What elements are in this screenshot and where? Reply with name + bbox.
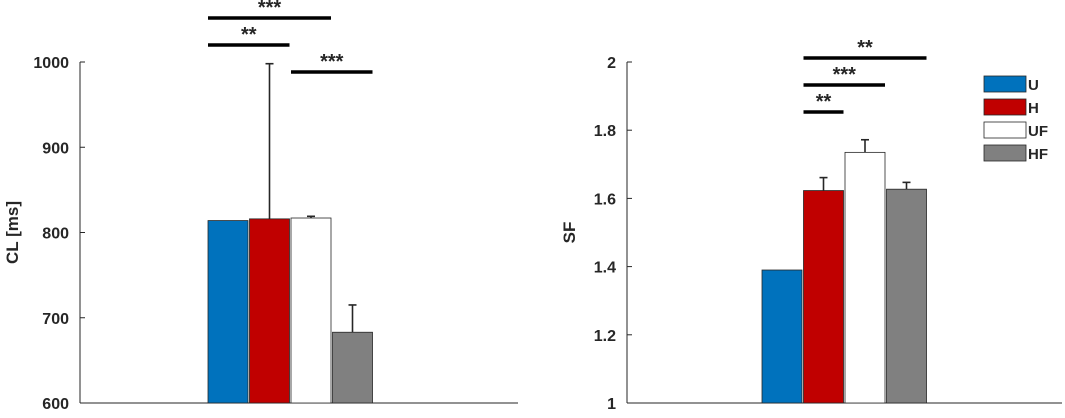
y-tick-label: 700 bbox=[42, 311, 69, 328]
y-tick-label: 1.6 bbox=[594, 191, 616, 208]
bar-hf bbox=[332, 331, 373, 404]
legend-swatch-u bbox=[983, 75, 1027, 93]
significance-label: *** bbox=[320, 51, 344, 73]
bar-u bbox=[207, 220, 249, 404]
y-tick-label: 800 bbox=[42, 226, 69, 243]
y-axis-label: CL [ms] bbox=[3, 201, 22, 264]
y-tick-label: 2 bbox=[607, 55, 616, 72]
significance-label: ** bbox=[857, 37, 873, 59]
legend-swatch-hf bbox=[983, 144, 1027, 162]
bar-uf bbox=[290, 217, 332, 404]
significance-label: ** bbox=[241, 24, 257, 46]
significance-label: *** bbox=[833, 64, 857, 86]
y-axis-label: SF bbox=[560, 222, 579, 244]
bar-uf bbox=[844, 151, 886, 404]
bar-h bbox=[803, 190, 844, 404]
y-tick-label: 1 bbox=[607, 396, 616, 413]
legend-label-h: H bbox=[1028, 100, 1039, 117]
legend-label-hf: HF bbox=[1028, 146, 1048, 163]
y-tick-label: 1.2 bbox=[594, 328, 616, 345]
y-tick-label: 1.8 bbox=[594, 123, 616, 140]
significance-label: ** bbox=[816, 91, 832, 113]
y-tick-label: 900 bbox=[42, 140, 69, 157]
y-tick-label: 600 bbox=[42, 396, 69, 413]
legend-swatch-h bbox=[983, 98, 1027, 116]
bar-u bbox=[761, 269, 803, 404]
legend-swatch-uf bbox=[983, 121, 1027, 139]
legend-label-u: U bbox=[1028, 77, 1039, 94]
y-tick-label: 1000 bbox=[33, 55, 69, 72]
legend-label-uf: UF bbox=[1028, 123, 1048, 140]
bar-hf bbox=[886, 188, 927, 404]
bar-h bbox=[249, 218, 290, 404]
significance-label: *** bbox=[258, 0, 282, 19]
legend: UH UF HF bbox=[983, 75, 1048, 163]
y-tick-label: 1.4 bbox=[594, 260, 616, 277]
